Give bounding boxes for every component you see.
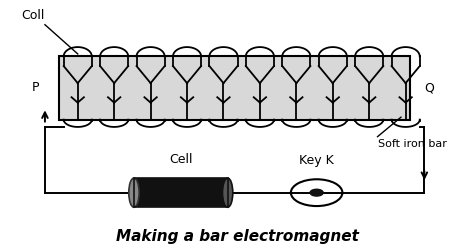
Text: Making a bar electromagnet: Making a bar electromagnet (116, 229, 358, 244)
Ellipse shape (129, 178, 139, 207)
Text: Q: Q (424, 81, 434, 94)
Ellipse shape (222, 178, 233, 207)
Text: Key K: Key K (299, 154, 334, 167)
Bar (59, 56, 410, 120)
Bar (134, 178, 228, 207)
Text: P: P (32, 81, 39, 94)
Text: Soft iron bar: Soft iron bar (377, 139, 447, 149)
Text: Cell: Cell (169, 153, 192, 166)
Bar (134, 178, 228, 207)
Text: Coll: Coll (21, 9, 45, 22)
Circle shape (310, 189, 323, 196)
